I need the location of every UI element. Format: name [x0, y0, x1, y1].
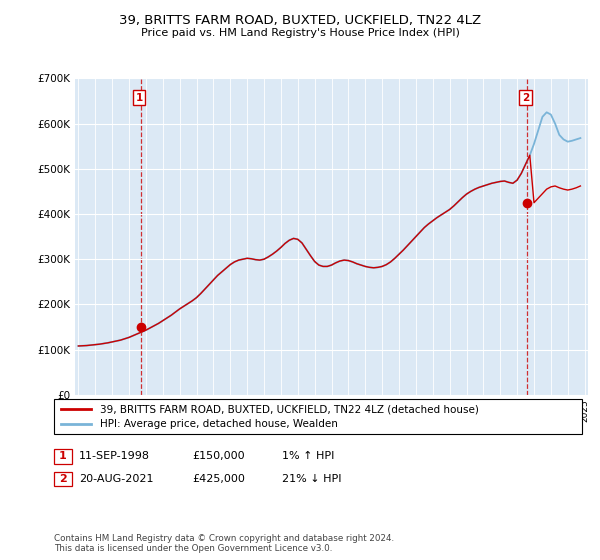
Text: 20-AUG-2021: 20-AUG-2021 — [79, 474, 154, 484]
Text: HPI: Average price, detached house, Wealden: HPI: Average price, detached house, Weal… — [100, 419, 338, 430]
Text: 11-SEP-1998: 11-SEP-1998 — [79, 451, 150, 461]
Text: 21% ↓ HPI: 21% ↓ HPI — [282, 474, 341, 484]
Text: 2: 2 — [59, 474, 67, 484]
Text: Contains HM Land Registry data © Crown copyright and database right 2024.
This d: Contains HM Land Registry data © Crown c… — [54, 534, 394, 553]
Text: 2: 2 — [522, 92, 529, 102]
Text: £150,000: £150,000 — [192, 451, 245, 461]
Text: 1: 1 — [59, 451, 67, 461]
Text: 1% ↑ HPI: 1% ↑ HPI — [282, 451, 334, 461]
Text: Price paid vs. HM Land Registry's House Price Index (HPI): Price paid vs. HM Land Registry's House … — [140, 28, 460, 38]
Text: 39, BRITTS FARM ROAD, BUXTED, UCKFIELD, TN22 4LZ: 39, BRITTS FARM ROAD, BUXTED, UCKFIELD, … — [119, 14, 481, 27]
Text: £425,000: £425,000 — [192, 474, 245, 484]
Text: 1: 1 — [136, 92, 143, 102]
Text: 39, BRITTS FARM ROAD, BUXTED, UCKFIELD, TN22 4LZ (detached house): 39, BRITTS FARM ROAD, BUXTED, UCKFIELD, … — [100, 404, 479, 414]
